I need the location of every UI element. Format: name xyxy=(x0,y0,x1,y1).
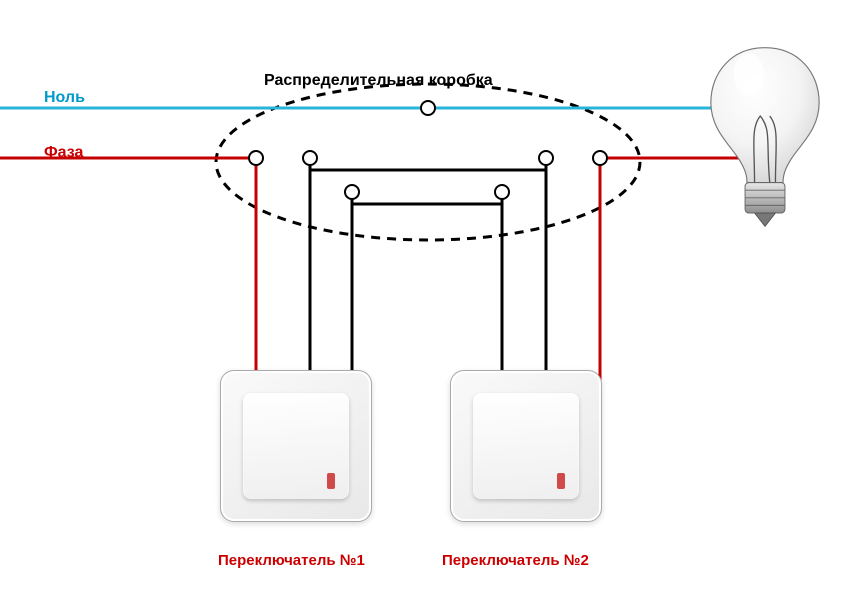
terminal-sw2-t1 xyxy=(495,185,509,199)
terminal-neutral xyxy=(421,101,435,115)
light-bulb xyxy=(700,42,830,232)
terminal-sw1-t2 xyxy=(345,185,359,199)
wire-traveler-b xyxy=(352,192,502,204)
terminal-sw2-t2 xyxy=(539,151,553,165)
switch-2-indicator xyxy=(557,473,565,489)
wire-traveler-a xyxy=(310,158,546,170)
switch-1-indicator xyxy=(327,473,335,489)
switch-2[interactable] xyxy=(450,370,602,522)
switch-1[interactable] xyxy=(220,370,372,522)
terminal-sw1-t1 xyxy=(303,151,317,165)
terminal-phase-out xyxy=(593,151,607,165)
terminal-phase-in xyxy=(249,151,263,165)
